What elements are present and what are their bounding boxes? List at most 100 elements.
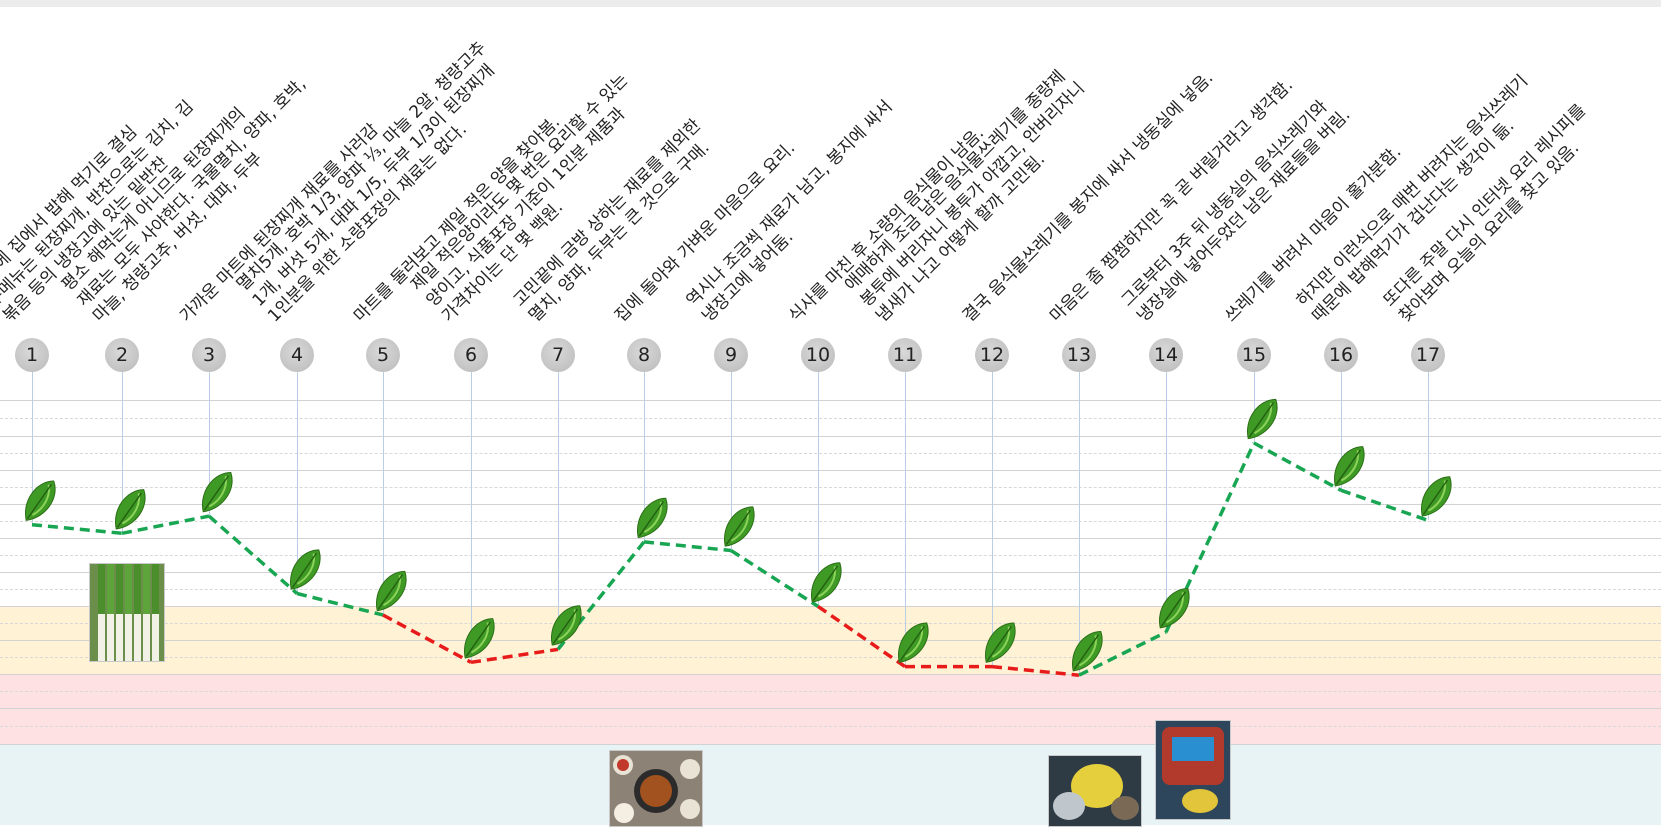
- leaf-icon: [1420, 476, 1452, 517]
- onion-stalk: [107, 564, 114, 619]
- leaf-vein: [812, 565, 839, 601]
- gridline: [0, 400, 1661, 401]
- gridline-minor: [0, 691, 1661, 692]
- curve-segment: [207, 514, 299, 595]
- gridline-minor: [0, 657, 1661, 658]
- leaf-vein: [899, 625, 926, 662]
- cooked-meal-photo-art: [610, 751, 702, 826]
- leaf-vein: [465, 621, 492, 657]
- step-stem: [383, 372, 384, 615]
- onion-stalk: [152, 564, 159, 619]
- curve-segment: [1253, 441, 1342, 492]
- onion-bulb: [107, 614, 114, 661]
- leaf-vein: [1160, 591, 1187, 627]
- curve-segment: [382, 613, 472, 664]
- curve-segment: [1078, 630, 1167, 677]
- leaf-icon: [201, 471, 233, 513]
- step-stem: [905, 372, 906, 667]
- leaf-icon: [897, 622, 929, 663]
- step-number-badge: 15: [1237, 338, 1271, 372]
- waste-bag: [1182, 789, 1218, 813]
- leaf-icon: [636, 497, 668, 539]
- gridline-minor: [0, 555, 1661, 556]
- frozen-food-waste-photo: [1048, 755, 1142, 827]
- rice-bowl: [614, 803, 634, 823]
- step-number-badge: 8: [627, 338, 661, 372]
- onion-stalk: [98, 564, 105, 619]
- leaf-vein: [725, 509, 752, 545]
- step-stem: [1341, 372, 1342, 491]
- step-number-badge: 14: [1149, 338, 1183, 372]
- plastic-bag: [1053, 792, 1085, 820]
- curve-segment: [31, 522, 123, 536]
- gridline-minor: [0, 487, 1661, 488]
- photo-band: [0, 744, 1661, 825]
- food-waste-bin-photo-art: [1156, 721, 1230, 819]
- leaf-icon: [1158, 588, 1190, 629]
- step-stem: [471, 372, 472, 663]
- step-stem: [992, 372, 993, 667]
- step-stem: [32, 372, 33, 525]
- step-stem: [1428, 372, 1429, 521]
- step-number-badge: 9: [714, 338, 748, 372]
- leaf-icon: [1333, 446, 1365, 487]
- gridline-minor: [0, 453, 1661, 454]
- bag: [1111, 796, 1139, 820]
- negative-emotion-band: [0, 674, 1661, 744]
- leaf-icon: [1246, 398, 1278, 440]
- kimchi: [617, 759, 629, 771]
- leaf-icon: [723, 506, 755, 547]
- step-stem: [818, 372, 819, 607]
- step-stem: [731, 372, 732, 551]
- step-number-badge: 5: [366, 338, 400, 372]
- leaf-vein: [291, 552, 318, 588]
- step-number-badge: 2: [105, 338, 139, 372]
- leaf-icon: [810, 562, 842, 603]
- leaf-vein: [377, 574, 404, 610]
- leaf-icon: [375, 570, 407, 612]
- onion-stalk: [116, 564, 123, 619]
- leaf-icon: [1071, 631, 1103, 672]
- leaf-icon: [24, 480, 56, 521]
- leaf-vein: [986, 625, 1013, 662]
- gridline: [0, 436, 1661, 437]
- leaf-vein: [552, 608, 579, 644]
- leaf-vein: [1248, 402, 1275, 438]
- onion-bulb: [134, 614, 141, 661]
- step-stem: [209, 372, 210, 517]
- gridline-minor: [0, 623, 1661, 624]
- step-stem: [122, 372, 123, 534]
- gridline-minor: [0, 726, 1661, 727]
- leaf-vein: [203, 475, 230, 511]
- leaf-vein: [116, 492, 143, 528]
- green-onions-photo-art: [98, 564, 159, 661]
- step-number-badge: 3: [192, 338, 226, 372]
- onion-bulb: [143, 614, 150, 661]
- gridline: [0, 708, 1661, 709]
- gridline: [0, 470, 1661, 471]
- step-number-badge: 16: [1324, 338, 1358, 372]
- onion-bulb: [125, 614, 132, 661]
- curve-segment: [296, 591, 384, 617]
- leaf-vein: [1422, 479, 1449, 515]
- leaf-icon: [114, 489, 146, 530]
- leaf-icon: [289, 549, 321, 590]
- food-waste-bin-photo: [1155, 720, 1231, 820]
- leaf-vein: [1073, 634, 1100, 670]
- green-onions-photo: [89, 563, 165, 662]
- step-number-badge: 13: [1062, 338, 1096, 372]
- step-stem: [297, 372, 298, 594]
- leaf-icon: [550, 605, 582, 646]
- onion-bulb: [116, 614, 123, 661]
- step-stem: [1254, 372, 1255, 443]
- yellow-bag: [1071, 764, 1123, 808]
- curve-segment: [991, 664, 1080, 677]
- onion-stalk: [134, 564, 141, 619]
- side-dish: [680, 799, 700, 819]
- step-stem: [558, 372, 559, 650]
- step-number-badge: 6: [454, 338, 488, 372]
- leaf-icon: [463, 618, 495, 659]
- gridline: [0, 674, 1661, 675]
